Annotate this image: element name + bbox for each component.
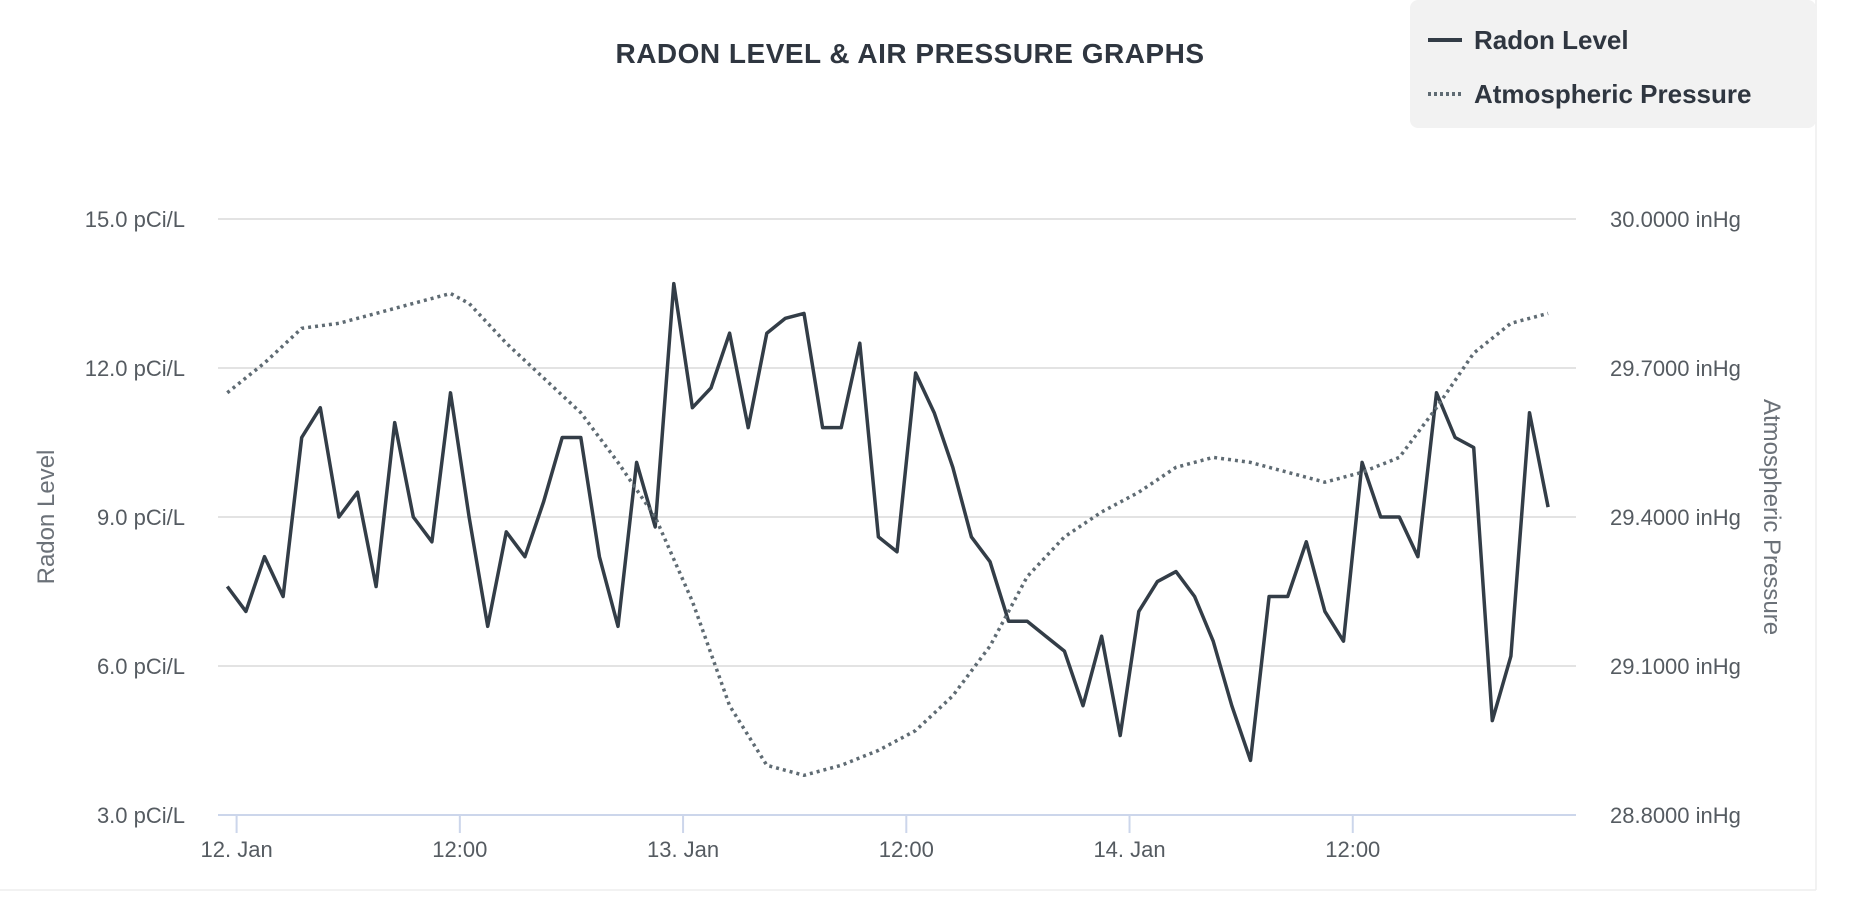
y-right-tick-label: 29.7000 inHg bbox=[1610, 356, 1741, 381]
axes: 3.0 pCi/L 6.0 pCi/L 9.0 pCi/L 12.0 pCi/L 15.… bbox=[85, 207, 1741, 862]
legend-label: Atmospheric Pressure bbox=[1474, 79, 1751, 109]
x-tick-label: 12:00 bbox=[879, 837, 934, 862]
y-right-tick-label: 30.0000 inHg bbox=[1610, 207, 1741, 232]
x-tick-label: 14. Jan bbox=[1093, 837, 1165, 862]
legend-item-radon-level[interactable]: Radon Level bbox=[1428, 25, 1629, 55]
legend-label: Radon Level bbox=[1474, 25, 1629, 55]
y-left-tick-label: 6.0 pCi/L bbox=[97, 654, 185, 679]
series-line-atmospheric-pressure[interactable] bbox=[226, 291, 1549, 778]
legend-background bbox=[1410, 0, 1816, 128]
y-axis-right-title: Atmospheric Pressure bbox=[1758, 399, 1785, 635]
x-tick-label: 12. Jan bbox=[201, 837, 273, 862]
x-tick-label: 12:00 bbox=[1325, 837, 1380, 862]
y-right-tick-label: 29.4000 inHg bbox=[1610, 505, 1741, 530]
y-axis-left-title: Radon Level bbox=[33, 450, 60, 585]
y-left-tick-label: 9.0 pCi/L bbox=[97, 505, 185, 530]
y-left-tick-label: 12.0 pCi/L bbox=[85, 356, 185, 381]
y-left-tick-label: 15.0 pCi/L bbox=[85, 207, 185, 232]
y-right-tick-label: 29.1000 inHg bbox=[1610, 654, 1741, 679]
x-tick-label: 12:00 bbox=[432, 837, 487, 862]
y-left-tick-label: 3.0 pCi/L bbox=[97, 803, 185, 828]
series-line-radon-level[interactable] bbox=[225, 281, 1550, 763]
grid bbox=[218, 218, 1576, 667]
legend: Radon Level Atmospheric Pressure bbox=[1410, 0, 1816, 128]
chart-title: RADON LEVEL & AIR PRESSURE GRAPHS bbox=[615, 38, 1204, 69]
y-right-tick-label: 28.8000 inHg bbox=[1610, 803, 1741, 828]
legend-item-atmospheric-pressure[interactable]: Atmospheric Pressure bbox=[1428, 79, 1751, 109]
series-area bbox=[225, 281, 1550, 778]
x-tick-label: 13. Jan bbox=[647, 837, 719, 862]
